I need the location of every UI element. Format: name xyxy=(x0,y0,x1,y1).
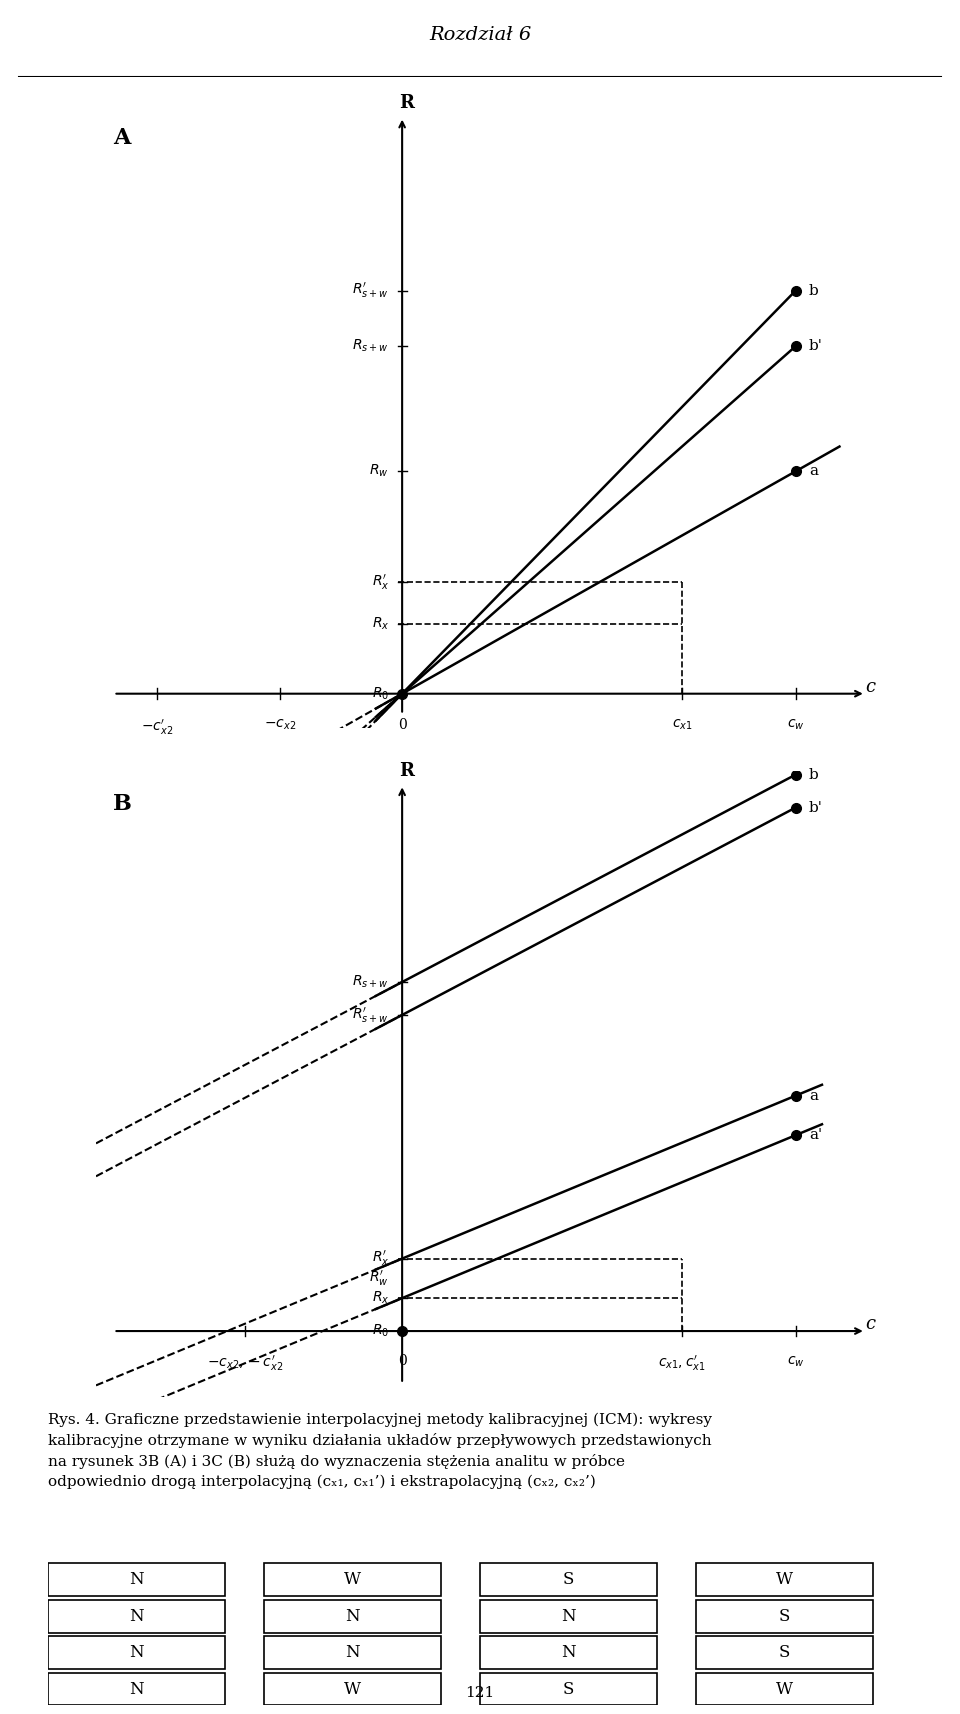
Text: $R_{s+w}$: $R_{s+w}$ xyxy=(352,974,389,991)
Text: W: W xyxy=(344,1572,361,1589)
Text: 121: 121 xyxy=(466,1685,494,1700)
Bar xyxy=(696,1673,873,1705)
Text: a: a xyxy=(809,464,818,478)
Text: S: S xyxy=(563,1680,574,1697)
Text: S: S xyxy=(779,1608,790,1625)
Text: N: N xyxy=(129,1608,144,1625)
Bar xyxy=(696,1599,873,1632)
Text: N: N xyxy=(345,1608,360,1625)
Text: c: c xyxy=(865,677,876,696)
Bar xyxy=(696,1563,873,1596)
Text: N: N xyxy=(129,1572,144,1589)
Text: Rozdział 6: Rozdział 6 xyxy=(429,26,531,45)
Text: 0: 0 xyxy=(397,718,406,732)
Bar xyxy=(480,1563,657,1596)
Text: $R_{s+w}'$: $R_{s+w}'$ xyxy=(352,281,389,300)
Text: c: c xyxy=(865,1315,876,1333)
Bar xyxy=(480,1599,657,1632)
Bar xyxy=(480,1673,657,1705)
Text: $-c_{x2}'$: $-c_{x2}'$ xyxy=(141,718,174,737)
Bar xyxy=(696,1637,873,1669)
Text: $R_x$: $R_x$ xyxy=(372,615,389,632)
Text: $R_x'$: $R_x'$ xyxy=(372,1250,389,1268)
Text: $R_0$: $R_0$ xyxy=(372,686,389,703)
Bar xyxy=(264,1563,441,1596)
Text: 0: 0 xyxy=(397,1354,406,1368)
Bar xyxy=(264,1599,441,1632)
Text: $-c_{x2}$: $-c_{x2}$ xyxy=(264,718,296,732)
Text: N: N xyxy=(345,1644,360,1661)
Text: $c_w$: $c_w$ xyxy=(787,718,804,732)
Text: S: S xyxy=(563,1572,574,1589)
Bar xyxy=(48,1637,225,1669)
Text: a': a' xyxy=(809,1128,822,1142)
Text: N: N xyxy=(129,1644,144,1661)
Text: W: W xyxy=(776,1680,793,1697)
Bar xyxy=(48,1563,225,1596)
Text: $R_x$: $R_x$ xyxy=(372,1291,389,1306)
Text: $c_w$: $c_w$ xyxy=(787,1354,804,1368)
Text: b: b xyxy=(809,283,819,298)
Text: B: B xyxy=(113,794,132,816)
Text: W: W xyxy=(776,1572,793,1589)
Text: $c_{x1}, c_{x1}'$: $c_{x1}, c_{x1}'$ xyxy=(659,1354,706,1373)
Text: $R_w'$: $R_w'$ xyxy=(370,1268,389,1287)
Text: S: S xyxy=(779,1644,790,1661)
Text: b': b' xyxy=(809,800,823,814)
Text: N: N xyxy=(129,1680,144,1697)
Text: a: a xyxy=(809,1088,818,1102)
Text: N: N xyxy=(561,1644,576,1661)
Text: $c_{x1}$: $c_{x1}$ xyxy=(672,718,692,732)
Text: $-c_{x2}, -c_{x2}'$: $-c_{x2}, -c_{x2}'$ xyxy=(206,1354,283,1373)
Text: b: b xyxy=(809,768,819,782)
Text: N: N xyxy=(561,1608,576,1625)
Text: R: R xyxy=(399,763,414,780)
Text: R: R xyxy=(399,94,414,111)
Bar xyxy=(480,1637,657,1669)
Bar xyxy=(264,1637,441,1669)
Text: $R_{s+w}'$: $R_{s+w}'$ xyxy=(352,1006,389,1025)
Text: $R_{s+w}$: $R_{s+w}$ xyxy=(352,338,389,355)
Bar xyxy=(48,1599,225,1632)
Bar xyxy=(48,1673,225,1705)
Bar xyxy=(264,1673,441,1705)
Text: $R_w$: $R_w$ xyxy=(370,463,389,480)
Text: A: A xyxy=(113,127,131,149)
Text: W: W xyxy=(344,1680,361,1697)
Text: $R_x'$: $R_x'$ xyxy=(372,572,389,591)
Text: b': b' xyxy=(809,339,823,353)
Text: $R_0$: $R_0$ xyxy=(372,1323,389,1339)
Text: Rys. 4. Graficzne przedstawienie interpolacyjnej metody kalibracyjnej (ICM): wyk: Rys. 4. Graficzne przedstawienie interpo… xyxy=(48,1412,712,1489)
